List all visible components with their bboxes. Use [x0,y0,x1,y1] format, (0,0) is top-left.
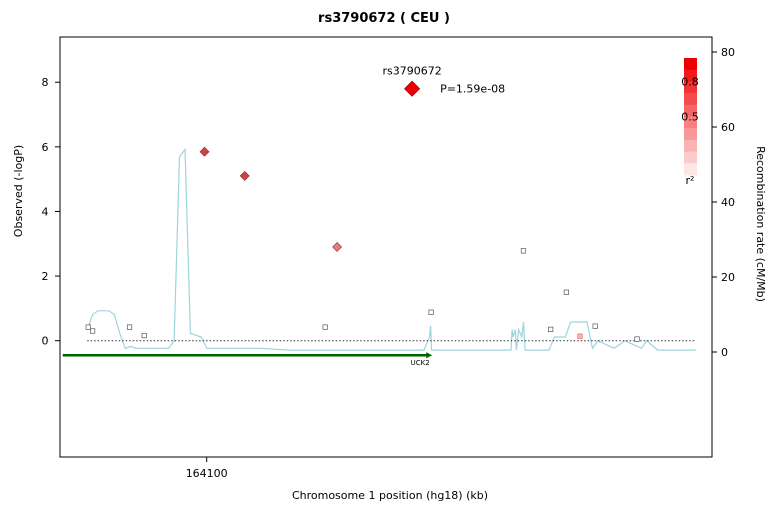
snp-point [548,326,554,332]
snp-point [199,146,210,157]
y-tick-label: 8 [42,76,49,89]
r2-legend-step [684,93,697,106]
recombination-rate-line [86,147,696,351]
snp-points-layer [85,146,640,342]
snp-point [332,242,343,252]
y-axis-right: 0 20 40 60 80 [712,46,735,359]
lead-snp-pvalue: P=1.59e-08 [440,83,505,96]
snp-point [141,332,147,339]
lead-snp-marker [404,80,421,97]
snp-point [428,309,434,315]
snp-point [577,333,583,339]
y2-tick-label: 40 [721,196,735,209]
snp-point [322,324,328,330]
snp-point [563,289,569,295]
y2-tick-label: 20 [721,271,735,284]
r2-legend-step [684,139,697,153]
x-tick-label: 164100 [186,467,228,480]
r2-legend-step [684,128,697,141]
r2-legend-step [684,69,697,82]
lead-snp-layer: rs3790672 P=1.59e-08 [382,65,505,97]
y2-axis-label: Recombination rate (cM/Mb) [754,146,767,302]
snp-point [520,248,527,254]
x-axis-label: Chromosome 1 position (hg18) (kb) [292,489,488,502]
y2-tick-label: 80 [721,46,735,59]
snp-point [89,328,96,334]
r2-legend-step [684,163,697,176]
r2-legend-step [684,151,697,164]
snp-point [592,323,598,329]
plot-frame [59,36,713,458]
y2-tick-label: 60 [721,121,735,134]
r2-legend-tick: 0.8 [681,75,699,88]
r2-legend-label: r² [686,174,695,187]
gene-arrowhead [426,352,433,359]
snp-point [634,336,640,342]
r2-legend-step [684,116,697,129]
r2-legend-step [684,58,697,71]
y2-tick-label: 0 [721,346,728,359]
y-axis-left: 0 2 4 6 8 [42,76,60,348]
snp-point [85,324,91,330]
y-tick-label: 4 [42,205,49,218]
r2-legend-step [684,104,697,117]
chart-title: rs3790672 ( CEU ) [318,11,450,26]
y-tick-label: 2 [42,270,49,283]
y-axis-label: Observed (-logP) [12,145,25,237]
x-axis: 164100 [186,457,228,480]
lead-snp-name: rs3790672 [382,65,441,78]
r2-legend: 0.8 0.5 r² [681,58,699,187]
r2-legend-tick: 0.5 [681,111,699,124]
y-tick-label: 6 [42,141,49,154]
gene-track: UCK2 [62,352,433,367]
recombination-rate-layer [86,147,696,351]
r2-legend-step [684,81,697,94]
y-tick-label: 0 [42,335,49,348]
snp-point [239,170,250,181]
snp-point [126,324,133,330]
gene-label: UCK2 [411,359,430,367]
